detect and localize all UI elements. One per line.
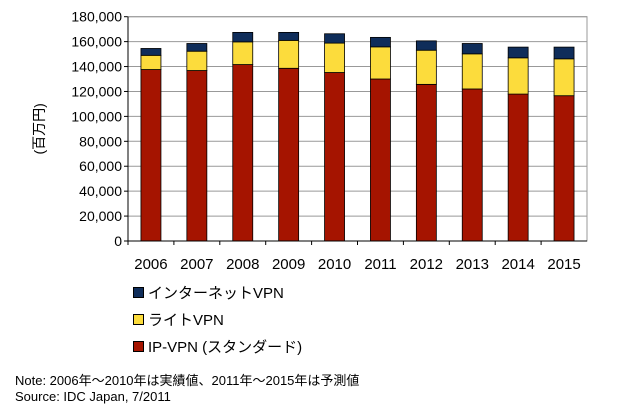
y-tick-label: 180,000 — [71, 9, 122, 25]
bar-segment — [186, 70, 208, 242]
bar-segment — [278, 32, 300, 41]
bar-segment — [186, 50, 208, 71]
x-tick-label: 2010 — [318, 256, 351, 273]
stacked-bar-chart: 0 20,000 40,000 60,000 80,000 100,000 120,000 1… — [31, 9, 588, 273]
bar-segment — [278, 67, 300, 242]
bar-segment — [507, 46, 529, 59]
bar-segment — [553, 46, 575, 60]
note-text: Note: 2006年～2010年は実績値、2011年～2015年は予測値 — [15, 373, 360, 388]
bar-segment — [507, 93, 529, 242]
x-tick-label: 2015 — [547, 256, 580, 273]
bar-segment — [232, 64, 254, 242]
legend-item-ip-vpn: IP-VPN (スタンダード) — [133, 336, 302, 357]
y-tick-label: 120,000 — [71, 83, 122, 99]
x-tick-label: 2012 — [410, 256, 443, 273]
source-text: Source: IDC Japan, 7/2011 — [15, 389, 171, 404]
bar-segment — [140, 69, 162, 242]
bar-segment — [461, 53, 483, 90]
bar-segment — [507, 57, 529, 95]
bar-segment — [461, 88, 483, 242]
legend-item-internet-vpn: インターネットVPN — [133, 282, 284, 303]
bar-segment — [415, 83, 437, 242]
x-tick-label: 2009 — [272, 256, 305, 273]
legend-label: インターネットVPN — [148, 285, 284, 302]
bar-segment — [370, 36, 391, 48]
bar-segment — [324, 72, 345, 242]
y-tick-label: 160,000 — [71, 34, 122, 50]
y-tick-label: 20,000 — [79, 208, 122, 224]
bar-segment — [370, 46, 391, 80]
y-tick-label: 100,000 — [71, 108, 122, 124]
bar-segment — [415, 40, 437, 51]
y-axis-label: (百万円) — [31, 103, 47, 154]
bar-segment — [324, 42, 345, 73]
x-tick-label: 2013 — [456, 256, 489, 273]
bar-segment — [370, 78, 391, 242]
y-tick-label: 140,000 — [71, 59, 122, 75]
x-tick-label: 2011 — [364, 256, 396, 273]
bar-segment — [461, 43, 483, 55]
x-tick-label: 2006 — [134, 256, 167, 273]
x-tick-label: 2008 — [226, 256, 259, 273]
legend-item-light-vpn: ライトVPN — [133, 309, 224, 330]
bar-segment — [232, 41, 254, 65]
bar-segment — [186, 43, 208, 52]
y-tick-label: 80,000 — [79, 133, 122, 149]
x-tick-label: 2014 — [501, 256, 534, 273]
legend-swatch — [133, 287, 144, 298]
y-tick-label: 0 — [114, 233, 122, 249]
x-tick-label: 2007 — [180, 256, 213, 273]
legend-swatch — [133, 341, 144, 352]
y-tick-label: 40,000 — [79, 183, 122, 199]
bar-segment — [553, 95, 575, 242]
bar-segment — [140, 48, 162, 56]
legend-label: IP-VPN (スタンダード) — [148, 339, 303, 356]
y-tick-label: 60,000 — [79, 158, 122, 174]
bar-segment — [553, 58, 575, 97]
bar-segment — [278, 39, 300, 69]
bar-segment — [232, 32, 254, 43]
legend-swatch — [133, 314, 144, 325]
bar-segment — [140, 54, 162, 70]
bar-segment — [324, 33, 345, 44]
legend-label: ライトVPN — [148, 312, 224, 329]
bar-segment — [415, 49, 437, 85]
